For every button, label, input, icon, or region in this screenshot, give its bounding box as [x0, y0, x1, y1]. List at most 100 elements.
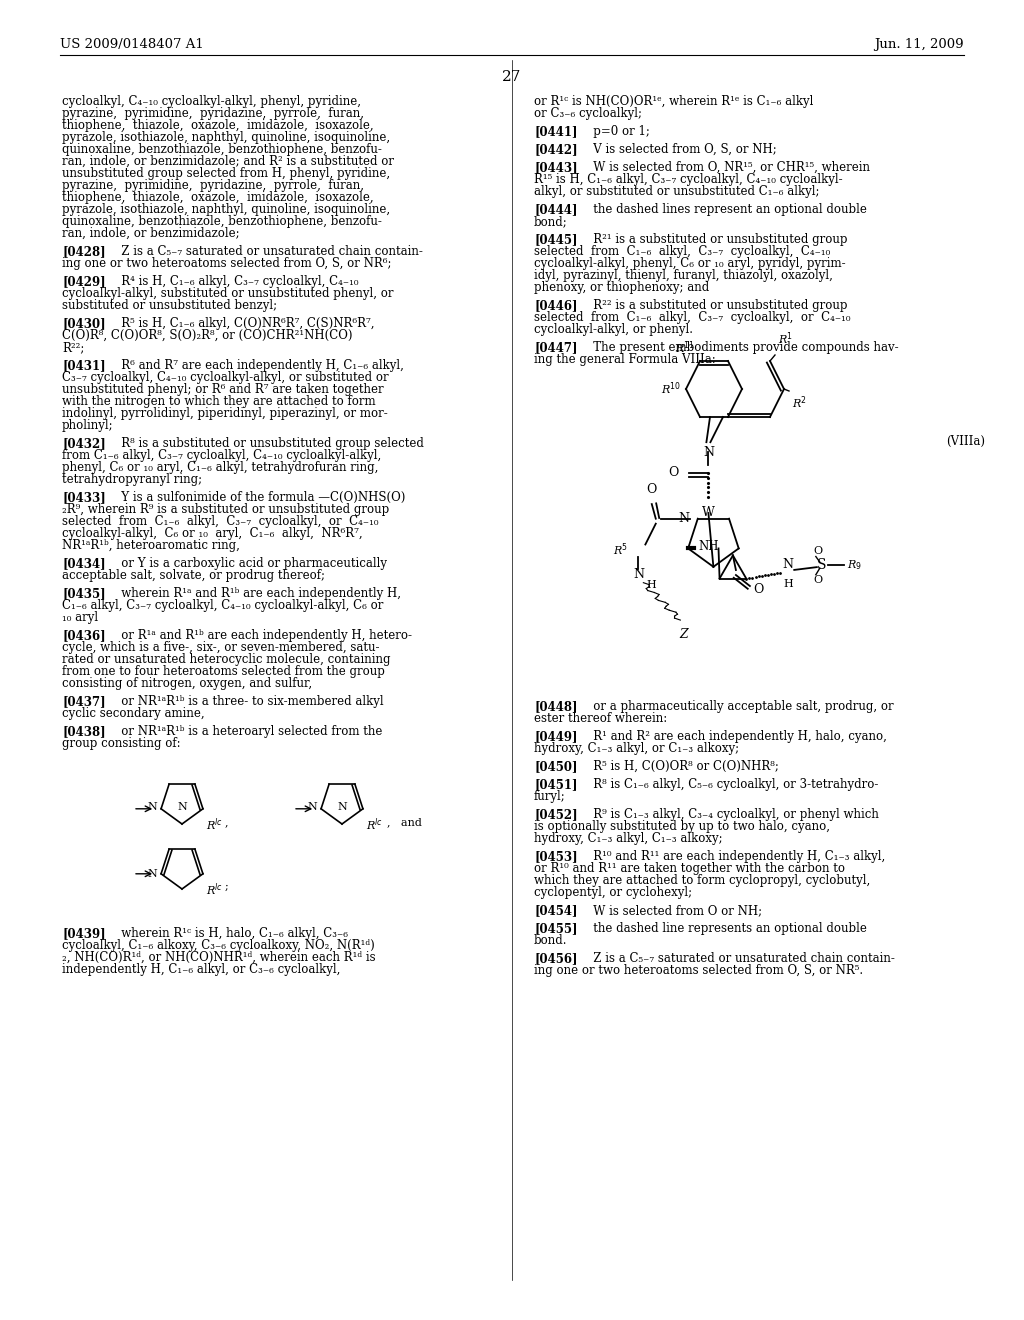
Text: pyrazole, isothiazole, naphthyl, quinoline, isoquinoline,: pyrazole, isothiazole, naphthyl, quinoli…	[62, 203, 390, 216]
Text: R$^{lc}$: R$^{lc}$	[206, 817, 223, 833]
Text: R⁶ and R⁷ are each independently H, C₁₋₆ alkyl,: R⁶ and R⁷ are each independently H, C₁₋₆…	[110, 359, 403, 372]
Text: furyl;: furyl;	[534, 789, 565, 803]
Text: N: N	[679, 512, 690, 525]
Text: cycloalkyl-alkyl, substituted or unsubstituted phenyl, or: cycloalkyl-alkyl, substituted or unsubst…	[62, 286, 393, 300]
Text: ₂, NH(CO)R¹ᵈ, or NH(CO)NHR¹ᵈ, wherein each R¹ᵈ is: ₂, NH(CO)R¹ᵈ, or NH(CO)NHR¹ᵈ, wherein ea…	[62, 950, 376, 964]
Text: W is selected from O, NR¹⁵, or CHR¹⁵, wherein: W is selected from O, NR¹⁵, or CHR¹⁵, wh…	[582, 161, 870, 174]
Text: N: N	[147, 869, 157, 879]
Text: [0449]: [0449]	[534, 730, 578, 743]
Text: pyrazine,  pyrimidine,  pyridazine,  pyrrole,  furan,: pyrazine, pyrimidine, pyridazine, pyrrol…	[62, 180, 364, 191]
Text: W is selected from O or NH;: W is selected from O or NH;	[582, 904, 762, 917]
Text: Z is a C₅₋₇ saturated or unsaturated chain contain-: Z is a C₅₋₇ saturated or unsaturated cha…	[110, 246, 423, 257]
Text: ran, indole, or benzimidazole;: ran, indole, or benzimidazole;	[62, 227, 240, 240]
Text: cycloalkyl, C₄₋₁₀ cycloalkyl-alkyl, phenyl, pyridine,: cycloalkyl, C₄₋₁₀ cycloalkyl-alkyl, phen…	[62, 95, 361, 108]
Text: R²² is a substituted or unsubstituted group: R²² is a substituted or unsubstituted gr…	[582, 300, 848, 312]
Text: hydroxy, C₁₋₃ alkyl, C₁₋₃ alkoxy;: hydroxy, C₁₋₃ alkyl, C₁₋₃ alkoxy;	[534, 832, 723, 845]
Text: [0430]: [0430]	[62, 317, 105, 330]
Text: acceptable salt, solvate, or prodrug thereof;: acceptable salt, solvate, or prodrug the…	[62, 569, 325, 582]
Text: [0433]: [0433]	[62, 491, 105, 504]
Text: wherein R¹ᶜ is H, halo, C₁₋₆ alkyl, C₃₋₆: wherein R¹ᶜ is H, halo, C₁₋₆ alkyl, C₃₋₆	[110, 927, 348, 940]
Text: pyrazine,  pyrimidine,  pyridazine,  pyrrole,  furan,: pyrazine, pyrimidine, pyridazine, pyrrol…	[62, 107, 364, 120]
Text: cycloalkyl-alkyl, phenyl, C₆ or ₁₀ aryl, pyridyl, pyrim-: cycloalkyl-alkyl, phenyl, C₆ or ₁₀ aryl,…	[534, 257, 846, 271]
Text: or NR¹ᵃR¹ᵇ is a three- to six-membered alkyl: or NR¹ᵃR¹ᵇ is a three- to six-membered a…	[110, 696, 384, 708]
Text: [0443]: [0443]	[534, 161, 578, 174]
Text: R⁵ is H, C(O)OR⁸ or C(O)NHR⁸;: R⁵ is H, C(O)OR⁸ or C(O)NHR⁸;	[582, 760, 779, 774]
Text: or NR¹ᵃR¹ᵇ is a heteroaryl selected from the: or NR¹ᵃR¹ᵇ is a heteroaryl selected from…	[110, 725, 382, 738]
Text: R$^{10}$: R$^{10}$	[662, 380, 681, 397]
Text: [0454]: [0454]	[534, 904, 578, 917]
Text: [0447]: [0447]	[534, 341, 578, 354]
Text: C₁₋₆ alkyl, C₃₋₇ cycloalkyl, C₄₋₁₀ cycloalkyl-alkyl, C₆ or: C₁₋₆ alkyl, C₃₋₇ cycloalkyl, C₄₋₁₀ cyclo…	[62, 599, 383, 612]
Text: N: N	[177, 803, 186, 812]
Text: or a pharmaceutically acceptable salt, prodrug, or: or a pharmaceutically acceptable salt, p…	[582, 700, 894, 713]
Text: V is selected from O, S, or NH;: V is selected from O, S, or NH;	[582, 143, 777, 156]
Text: R⁵ is H, C₁₋₆ alkyl, C(O)NR⁶R⁷, C(S)NR⁶R⁷,: R⁵ is H, C₁₋₆ alkyl, C(O)NR⁶R⁷, C(S)NR⁶R…	[110, 317, 375, 330]
Text: R$^{11}$: R$^{11}$	[675, 339, 695, 356]
Text: NH: NH	[698, 540, 719, 553]
Text: thiophene,  thiazole,  oxazole,  imidazole,  isoxazole,: thiophene, thiazole, oxazole, imidazole,…	[62, 191, 374, 205]
Text: [0452]: [0452]	[534, 808, 578, 821]
Text: O: O	[813, 574, 822, 585]
Text: [0432]: [0432]	[62, 437, 105, 450]
Text: ing one or two heteroatoms selected from O, S, or NR⁵.: ing one or two heteroatoms selected from…	[534, 964, 863, 977]
Text: R⁸ is a substituted or unsubstituted group selected: R⁸ is a substituted or unsubstituted gro…	[110, 437, 424, 450]
Text: N: N	[337, 803, 347, 812]
Text: Jun. 11, 2009: Jun. 11, 2009	[874, 38, 964, 51]
Text: cycloalkyl-alkyl,  C₆ or ₁₀  aryl,  C₁₋₆  alkyl,  NR⁶R⁷,: cycloalkyl-alkyl, C₆ or ₁₀ aryl, C₁₋₆ al…	[62, 527, 362, 540]
Text: the dashed line represents an optional double: the dashed line represents an optional d…	[582, 921, 867, 935]
Text: with the nitrogen to which they are attached to form: with the nitrogen to which they are atta…	[62, 395, 376, 408]
Text: The present embodiments provide compounds hav-: The present embodiments provide compound…	[582, 341, 899, 354]
Text: substituted or unsubstituted benzyl;: substituted or unsubstituted benzyl;	[62, 300, 278, 312]
Text: ;: ;	[225, 882, 228, 892]
Text: independently H, C₁₋₆ alkyl, or C₃₋₆ cycloalkyl,: independently H, C₁₋₆ alkyl, or C₃₋₆ cyc…	[62, 964, 340, 975]
Text: alkyl, or substituted or unsubstituted C₁₋₆ alkyl;: alkyl, or substituted or unsubstituted C…	[534, 185, 819, 198]
Text: indolinyl, pyrrolidinyl, piperidinyl, piperazinyl, or mor-: indolinyl, pyrrolidinyl, piperidinyl, pi…	[62, 407, 388, 420]
Text: ,   and: , and	[387, 817, 422, 826]
Text: O: O	[668, 466, 678, 479]
Text: W: W	[702, 506, 715, 519]
Text: R²¹ is a substituted or unsubstituted group: R²¹ is a substituted or unsubstituted gr…	[582, 234, 848, 246]
Text: R¹⁵ is H, C₁₋₆ alkyl, C₃₋₇ cycloalkyl, C₄₋₁₀ cycloalkyl-: R¹⁵ is H, C₁₋₆ alkyl, C₃₋₇ cycloalkyl, C…	[534, 173, 843, 186]
Text: [0442]: [0442]	[534, 143, 578, 156]
Text: H: H	[646, 579, 656, 590]
Text: group consisting of:: group consisting of:	[62, 737, 180, 750]
Text: cycle, which is a five-, six-, or seven-membered, satu-: cycle, which is a five-, six-, or seven-…	[62, 642, 380, 653]
Text: [0448]: [0448]	[534, 700, 578, 713]
Text: pholinyl;: pholinyl;	[62, 418, 114, 432]
Text: from C₁₋₆ alkyl, C₃₋₇ cycloalkyl, C₄₋₁₀ cycloalkyl-alkyl,: from C₁₋₆ alkyl, C₃₋₇ cycloalkyl, C₄₋₁₀ …	[62, 449, 381, 462]
Text: ran, indole, or benzimidazole; and R² is a substituted or: ran, indole, or benzimidazole; and R² is…	[62, 154, 394, 168]
Text: selected  from  C₁₋₆  alkyl,  C₃₋₇  cycloalkyl,  C₄₋₁₀: selected from C₁₋₆ alkyl, C₃₋₇ cycloalky…	[534, 246, 830, 257]
Text: cyclopentyl, or cyclohexyl;: cyclopentyl, or cyclohexyl;	[534, 886, 692, 899]
Text: cyclic secondary amine,: cyclic secondary amine,	[62, 708, 205, 719]
Text: (VIIIa): (VIIIa)	[946, 436, 985, 447]
Text: cycloalkyl-alkyl, or phenyl.: cycloalkyl-alkyl, or phenyl.	[534, 323, 693, 337]
Text: [0429]: [0429]	[62, 275, 105, 288]
Text: O: O	[646, 483, 657, 496]
Text: R⁹ is C₁₋₃ alkyl, C₃₋₄ cycloalkyl, or phenyl which: R⁹ is C₁₋₃ alkyl, C₃₋₄ cycloalkyl, or ph…	[582, 808, 879, 821]
Text: O: O	[753, 582, 763, 595]
Text: or R¹⁰ and R¹¹ are taken together with the carbon to: or R¹⁰ and R¹¹ are taken together with t…	[534, 862, 845, 875]
Text: [0446]: [0446]	[534, 300, 578, 312]
Text: R²²;: R²²;	[62, 341, 84, 354]
Text: R$^5$: R$^5$	[613, 541, 629, 558]
Text: phenoxy, or thiophenoxy; and: phenoxy, or thiophenoxy; and	[534, 281, 710, 294]
Text: quinoxaline, benzothiazole, benzothiophene, benzofu-: quinoxaline, benzothiazole, benzothiophe…	[62, 143, 382, 156]
Text: R$^2$: R$^2$	[792, 393, 807, 411]
Text: O: O	[813, 545, 822, 556]
Text: 27: 27	[503, 70, 521, 84]
Text: R⁴ is H, C₁₋₆ alkyl, C₃₋₇ cycloalkyl, C₄₋₁₀: R⁴ is H, C₁₋₆ alkyl, C₃₋₇ cycloalkyl, C₄…	[110, 275, 358, 288]
Text: idyl, pyrazinyl, thienyl, furanyl, thiazolyl, oxazolyl,: idyl, pyrazinyl, thienyl, furanyl, thiaz…	[534, 269, 833, 282]
Text: hydroxy, C₁₋₃ alkyl, or C₁₋₃ alkoxy;: hydroxy, C₁₋₃ alkyl, or C₁₋₃ alkoxy;	[534, 742, 739, 755]
Text: ₂R⁹, wherein R⁹ is a substituted or unsubstituted group: ₂R⁹, wherein R⁹ is a substituted or unsu…	[62, 503, 389, 516]
Text: the dashed lines represent an optional double: the dashed lines represent an optional d…	[582, 203, 867, 216]
Text: rated or unsaturated heterocyclic molecule, containing: rated or unsaturated heterocyclic molecu…	[62, 653, 390, 667]
Text: from one to four heteroatoms selected from the group: from one to four heteroatoms selected fr…	[62, 665, 385, 678]
Text: p=0 or 1;: p=0 or 1;	[582, 125, 650, 139]
Text: [0451]: [0451]	[534, 777, 578, 791]
Text: [0441]: [0441]	[534, 125, 578, 139]
Text: or Y is a carboxylic acid or pharmaceutically: or Y is a carboxylic acid or pharmaceuti…	[110, 557, 387, 570]
Text: bond.: bond.	[534, 935, 567, 946]
Text: [0444]: [0444]	[534, 203, 578, 216]
Text: R¹ and R² are each independently H, halo, cyano,: R¹ and R² are each independently H, halo…	[582, 730, 887, 743]
Text: quinoxaline, benzothiazole, benzothiophene, benzofu-: quinoxaline, benzothiazole, benzothiophe…	[62, 215, 382, 228]
